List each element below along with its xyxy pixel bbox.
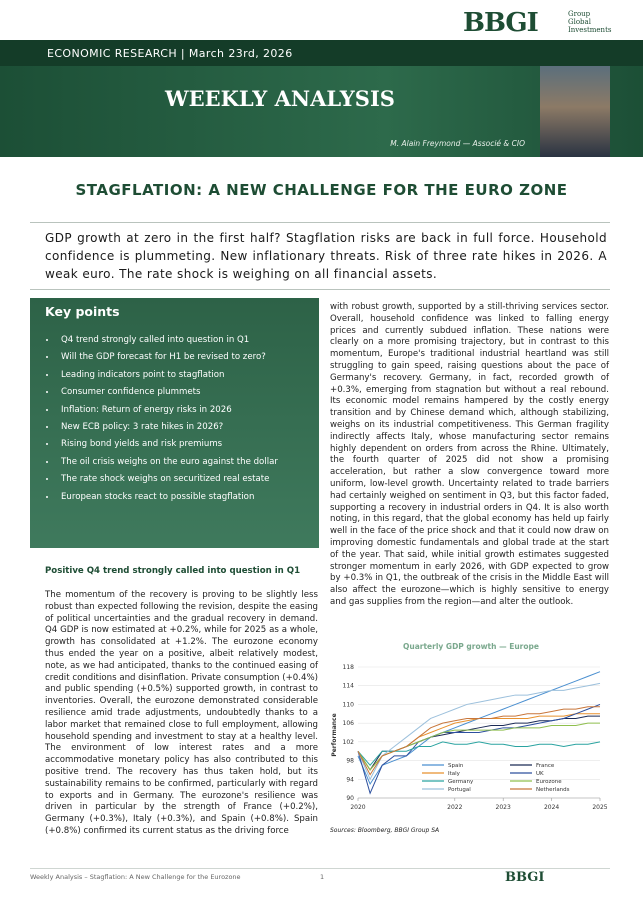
- key-point: New ECB policy: 3 rate hikes in 2026?: [57, 419, 278, 436]
- lead: GDP growth at zero in the first half? St…: [45, 231, 607, 281]
- rule: [30, 222, 610, 223]
- y-tick-label: 102: [343, 739, 355, 746]
- rule: [30, 289, 610, 290]
- legend-label: Portugal: [448, 787, 471, 793]
- y-tick-label: 118: [343, 664, 355, 671]
- y-tick-label: 94: [346, 776, 354, 783]
- y-axis-label: Performance: [331, 713, 338, 756]
- series-line: [357, 706, 600, 776]
- y-tick-label: 98: [346, 758, 354, 765]
- legend-label: France: [536, 763, 555, 769]
- chart-title: Quarterly GDP growth — Europe: [403, 642, 539, 651]
- key-point: Leading indicators point to stagflation: [57, 367, 278, 384]
- hero-title: WEEKLY ANALYSIS: [165, 86, 395, 111]
- key-point: European stocks react to possible stagfl…: [57, 489, 278, 506]
- y-tick-label: 114: [343, 683, 355, 690]
- logo: BBGI: [463, 8, 539, 38]
- source: Sources: Bloomberg, BBGI Group SA: [330, 827, 440, 834]
- x-tick-label: 2024: [544, 804, 559, 811]
- logo-group: Group Global Investments: [568, 10, 628, 34]
- page-number: 1: [320, 873, 325, 881]
- key-points: Key points Q4 trend strongly called into…: [30, 298, 319, 548]
- legend-label: Italy: [448, 771, 461, 777]
- key-points-title: Key points: [45, 304, 120, 319]
- x-tick-label: 2023: [496, 804, 511, 811]
- chart: Quarterly GDP growth — Europe Performanc…: [331, 642, 608, 811]
- series-line: [357, 682, 601, 781]
- key-point: Rising bond yields and risk premiums: [57, 436, 278, 453]
- legend-label: UK: [536, 771, 544, 777]
- legend-label: Netherlands: [536, 787, 570, 793]
- key-point: Inflation: Return of energy risks in 202…: [57, 402, 278, 419]
- x-tick-label: 2020: [350, 804, 365, 811]
- body-text: The momentum of the recovery is proving …: [45, 590, 318, 836]
- hero-strip-text: ECONOMIC RESEARCH | March 23rd, 2026: [47, 47, 293, 60]
- y-tick-label: 110: [343, 701, 355, 708]
- logo-sub: Global Investments: [568, 18, 612, 34]
- legend-label: Spain: [448, 763, 464, 769]
- y-tick-label: 90: [346, 795, 354, 802]
- body-text: with robust growth, supported by a still…: [330, 302, 609, 607]
- key-point: Q4 trend strongly called into question i…: [57, 332, 278, 349]
- author-photo: [540, 66, 610, 157]
- section-heading: Positive Q4 trend strongly called into q…: [45, 566, 301, 576]
- rule: [30, 868, 610, 869]
- article-title: STAGFLATION: A NEW CHALLENGE FOR THE EUR…: [75, 181, 568, 199]
- series-line: [357, 741, 601, 767]
- x-tick-label: 2022: [447, 804, 462, 811]
- hero-strip: [0, 40, 643, 66]
- logo-group-text: Group: [568, 10, 591, 18]
- series-line: [357, 715, 600, 771]
- author: M. Alain Freymond — Associé & CIO: [390, 139, 525, 148]
- footer-logo: BBGI: [505, 870, 545, 885]
- legend-label: Germany: [448, 779, 474, 785]
- key-point: Will the GDP forecast for H1 be revised …: [57, 349, 278, 366]
- y-tick-label: 106: [343, 720, 355, 727]
- series-line: [357, 703, 601, 795]
- legend-label: Eurozone: [536, 779, 562, 785]
- key-point: The oil crisis weighs on the euro agains…: [57, 454, 278, 471]
- key-point: The rate shock weighs on securitized rea…: [57, 471, 278, 488]
- key-point: Consumer confidence plummets: [57, 384, 278, 401]
- key-points-list: Q4 trend strongly called into question i…: [45, 332, 278, 506]
- x-tick-label: 2025: [592, 804, 607, 811]
- footer-text: Weekly Analysis – Stagflation: A New Cha…: [30, 873, 241, 881]
